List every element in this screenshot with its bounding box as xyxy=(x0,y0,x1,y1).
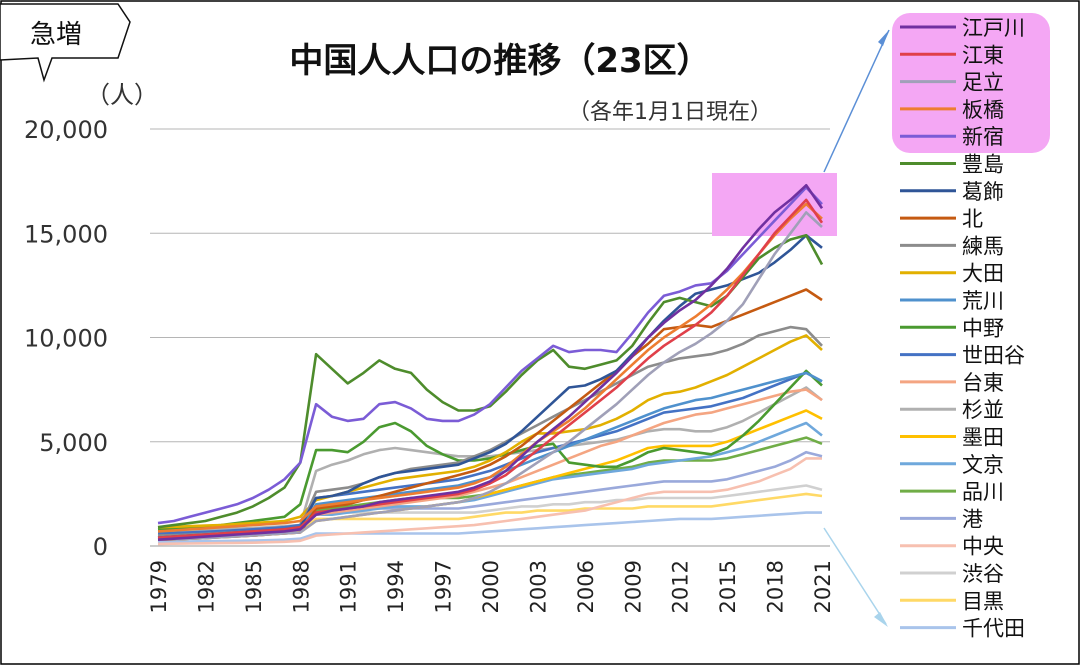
legend-entry: 板橋 xyxy=(962,98,1004,122)
y-tick-label: 0 xyxy=(93,533,108,561)
legend-entry: 葛飾 xyxy=(962,180,1004,204)
x-tick-label: 2009 xyxy=(621,560,645,613)
x-tick-label: 1982 xyxy=(194,560,218,613)
legend-entry: 大田 xyxy=(962,262,1004,286)
highlight-box xyxy=(712,173,837,236)
series-line-中央 xyxy=(157,457,822,546)
legend-entry: 品川 xyxy=(962,480,1004,504)
x-axis-ticks: 1979 1982 1985 1988 1991 1994 1997 2000 2003 2006… xyxy=(147,560,835,613)
x-tick-label: 2018 xyxy=(764,560,788,613)
series-line-足立 xyxy=(157,211,823,541)
series-line-板橋 xyxy=(157,202,823,533)
y-tick-label: 10,000 xyxy=(24,325,108,353)
series-line-中野 xyxy=(157,369,823,531)
x-tick-label: 1997 xyxy=(432,560,456,613)
y-tick-label: 15,000 xyxy=(24,220,108,248)
legend-entry: 墨田 xyxy=(962,426,1004,450)
x-tick-label: 2015 xyxy=(716,560,740,613)
series-line-新宿 xyxy=(157,186,823,525)
x-tick-label: 2021 xyxy=(811,560,835,613)
legend-entry: 江東 xyxy=(962,43,1004,67)
arrow-to-legend xyxy=(823,29,890,173)
legend-entry: 杉並 xyxy=(962,398,1004,422)
legend-highlight-box xyxy=(892,13,1050,153)
legend-entry: 渋谷 xyxy=(962,562,1004,586)
legend-entry: 世田谷 xyxy=(962,344,1025,368)
x-tick-label: 1985 xyxy=(242,560,266,613)
legend: 江戸川江東足立板橋新宿豊島葛飾北練馬大田荒川中野世田谷台東杉並墨田文京品川港中央… xyxy=(900,16,1025,641)
y-tick-label: 5,000 xyxy=(39,429,108,457)
legend-entry: 江戸川 xyxy=(962,16,1025,40)
badge: 急増 xyxy=(0,3,131,83)
y-axis-ticks: 0 5,000 10,000 15,000 20,000 xyxy=(24,116,108,561)
arrow-head-icon xyxy=(878,30,889,46)
x-tick-label: 1994 xyxy=(384,560,408,613)
x-tick-label: 2012 xyxy=(669,560,693,613)
arrow-to-legend-bottom xyxy=(823,527,887,625)
y-tick-label: 20,000 xyxy=(24,116,108,144)
series-line-世田谷 xyxy=(157,371,823,535)
legend-entry: 目黒 xyxy=(962,589,1004,613)
legend-entry: 荒川 xyxy=(962,289,1004,313)
legend-entry: 足立 xyxy=(962,71,1004,95)
legend-entry: 中野 xyxy=(962,316,1004,340)
arrow-head-bottom-icon xyxy=(874,612,888,627)
legend-entry: 練馬 xyxy=(962,234,1004,258)
legend-entry: 豊島 xyxy=(962,153,1004,177)
x-tick-label: 2003 xyxy=(526,560,550,613)
x-tick-label: 2006 xyxy=(574,560,598,613)
series-line-江東 xyxy=(157,198,824,539)
legend-entry: 港 xyxy=(962,507,983,531)
x-tick-label: 1988 xyxy=(289,560,313,613)
gridlines xyxy=(150,128,830,547)
x-tick-label: 2000 xyxy=(479,560,503,613)
series-line-江戸川 xyxy=(157,184,824,541)
badge-label: 急増 xyxy=(30,20,82,50)
legend-entry: 中央 xyxy=(962,535,1004,559)
x-tick-label: 1991 xyxy=(337,560,361,613)
legend-entry: 北 xyxy=(962,207,983,231)
series-line-豊島 xyxy=(157,234,824,529)
series-line-千代田 xyxy=(157,511,822,544)
legend-entry: 千代田 xyxy=(962,617,1025,641)
legend-entry: 文京 xyxy=(962,453,1004,477)
chart-title: 中国人人口の推移（23区） xyxy=(289,41,710,81)
series-lines xyxy=(157,184,824,546)
y-axis-label: （人） xyxy=(86,81,158,109)
chart-subtitle: （各年1月1日現在） xyxy=(568,100,772,125)
legend-entry: 台東 xyxy=(962,371,1004,395)
x-tick-label: 1979 xyxy=(147,560,171,613)
legend-entry: 新宿 xyxy=(962,125,1004,149)
series-line-大田 xyxy=(157,334,823,529)
